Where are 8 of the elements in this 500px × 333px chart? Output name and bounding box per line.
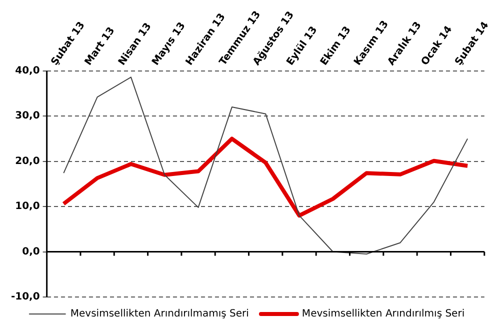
y-tick-label: 20,0 [15,156,40,167]
y-tick-label: 40,0 [15,65,40,76]
y-tick-label: 10,0 [15,201,40,212]
legend-label: Mevsimsellikten Arındırılmamış Seri [70,308,249,320]
y-tick-label: -10,0 [10,292,40,303]
legend-label: Mevsimsellikten Arındırılmış Seri [302,308,465,320]
y-tick-label: 30,0 [15,110,40,122]
y-tick-label: 0,0 [22,246,40,258]
